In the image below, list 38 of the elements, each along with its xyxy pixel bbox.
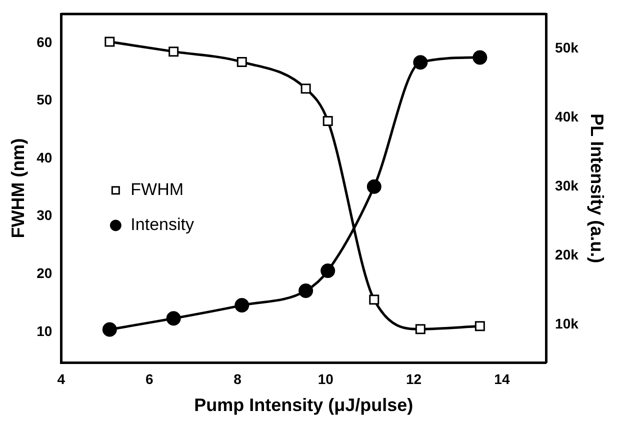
y-tick-label: 30	[36, 207, 52, 224]
y2-tick-label: 10k	[555, 315, 579, 332]
y-tick-label: 50	[36, 92, 52, 108]
point	[298, 284, 314, 298]
point	[166, 311, 181, 326]
point	[104, 36, 115, 47]
x-tick-label: 4	[57, 370, 66, 387]
point	[236, 56, 247, 67]
y-tick-label: 20	[36, 265, 52, 282]
legend-label: Intensity	[130, 215, 194, 234]
legend-label: FWHM	[130, 180, 184, 200]
point	[472, 50, 488, 65]
point	[366, 179, 382, 194]
point	[415, 324, 426, 334]
y2-tick-label: 40k	[555, 108, 579, 124]
y-tick-label: 60	[36, 34, 52, 50]
point	[300, 84, 311, 94]
y2-tick-label: 30k	[555, 177, 579, 194]
x-tick-label: 8	[234, 370, 242, 387]
y2-tick-label: 50k	[555, 39, 579, 56]
y2-tick-label: 20k	[555, 246, 579, 262]
y-tick-label: 10	[36, 322, 52, 339]
point	[234, 298, 250, 313]
point	[369, 294, 380, 305]
y-axis-title: FWHM (nm)	[8, 138, 28, 238]
point	[474, 321, 485, 332]
point	[320, 264, 336, 278]
x-tick-label: 10	[318, 370, 334, 387]
x-axis-title: Pump Intensity (μJ/pulse)	[194, 395, 414, 416]
x-tick-label: 6	[145, 370, 154, 387]
y2-axis-title: PL Intensity (a.u.)	[587, 113, 608, 264]
point	[102, 322, 117, 337]
point	[168, 46, 179, 57]
y-tick-label: 40	[36, 149, 52, 166]
point	[322, 116, 333, 126]
point	[413, 55, 428, 70]
x-tick-label: 14	[494, 370, 510, 387]
x-tick-label: 12	[406, 370, 422, 387]
